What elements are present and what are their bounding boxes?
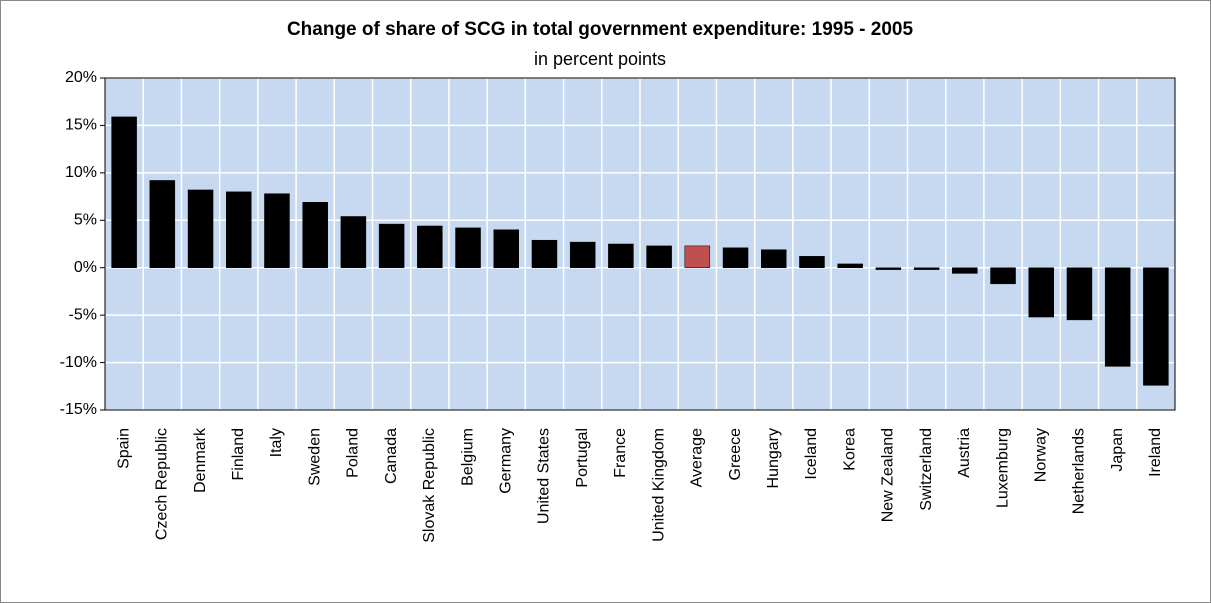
bar — [340, 216, 367, 268]
bar — [111, 116, 137, 268]
chart-title: Change of share of SCG in total governme… — [287, 19, 914, 40]
x-tick-label: Greece — [727, 428, 744, 481]
y-tick-label: 10% — [65, 164, 97, 181]
x-tick-label: Ireland — [1147, 428, 1164, 477]
x-tick-label: Poland — [345, 428, 362, 478]
x-tick-label: Denmark — [192, 427, 209, 493]
x-tick-label: Japan — [1109, 428, 1126, 472]
x-tick-label: Canada — [383, 428, 400, 484]
x-tick-label: Italy — [268, 428, 285, 457]
x-tick-label: France — [612, 428, 629, 478]
bar — [990, 267, 1016, 285]
x-tick-label: Netherlands — [1071, 428, 1088, 514]
x-tick-label: United Kingdom — [650, 428, 667, 542]
x-tick-label: Portugal — [574, 428, 591, 488]
y-tick-label: 20% — [65, 69, 97, 86]
bar — [875, 267, 902, 270]
y-tick-label: 0% — [74, 259, 97, 276]
bar — [226, 191, 252, 268]
x-tick-label: Slovak Republic — [421, 428, 438, 543]
bar — [455, 227, 481, 268]
y-tick-label: -15% — [60, 401, 97, 418]
x-tick-label: Switzerland — [918, 428, 935, 511]
chart-subtitle: in percent points — [534, 49, 666, 69]
x-tick-label: Hungary — [765, 428, 782, 488]
bar — [722, 247, 749, 268]
bar — [531, 239, 558, 268]
bar — [608, 243, 634, 268]
bar — [302, 202, 328, 268]
y-tick-label: 15% — [65, 117, 97, 134]
x-tick-label: United States — [536, 428, 553, 524]
bar — [1143, 267, 1169, 386]
bar — [952, 267, 978, 274]
bar — [799, 256, 825, 268]
bar — [1066, 267, 1093, 321]
bar — [837, 263, 863, 268]
bar — [913, 267, 940, 270]
bar — [569, 241, 596, 268]
bar — [417, 225, 443, 268]
x-tick-label: Average — [689, 428, 706, 487]
x-tick-label: Norway — [1032, 428, 1049, 482]
y-tick-label: -10% — [60, 354, 97, 371]
bar — [1028, 267, 1054, 318]
bar — [264, 193, 290, 268]
x-tick-label: Finland — [230, 428, 247, 480]
x-tick-label: Belgium — [459, 428, 476, 486]
x-tick-label: Korea — [841, 428, 858, 471]
x-tick-label: Austria — [956, 428, 973, 478]
bar — [1104, 267, 1131, 367]
y-tick-label: -5% — [69, 306, 97, 323]
x-tick-label: New Zealand — [880, 428, 897, 522]
y-tick-label: 5% — [74, 212, 97, 229]
x-tick-label: Germany — [497, 428, 514, 494]
x-tick-label: Spain — [115, 428, 132, 469]
bar — [684, 245, 711, 268]
x-tick-label: Sweden — [306, 428, 323, 486]
bar — [378, 223, 405, 268]
bar — [187, 189, 214, 268]
bar — [761, 249, 787, 268]
x-tick-label: Iceland — [803, 428, 820, 480]
plot-border — [104, 77, 1176, 411]
bar — [646, 245, 672, 268]
x-tick-label: Luxemburg — [994, 428, 1011, 508]
bar — [149, 180, 176, 268]
x-tick-label: Czech Republic — [154, 428, 171, 540]
bar — [493, 229, 519, 268]
